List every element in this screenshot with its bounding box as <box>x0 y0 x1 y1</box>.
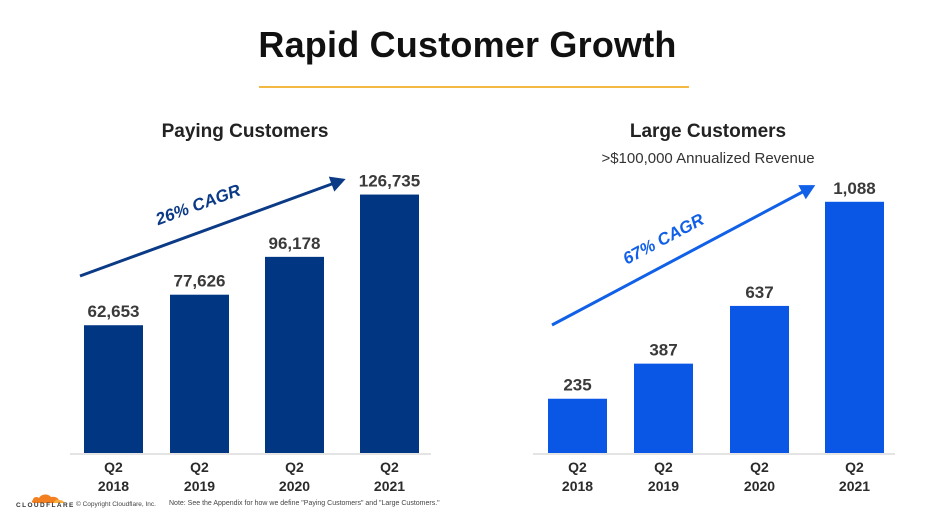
paying-bar-2 <box>265 256 324 453</box>
paying-customers-chart: 62,653 Q2 2018 77,626 Q2 2019 96,178 Q2 2020 126,… <box>70 172 431 494</box>
cloudflare-logo-text: CLOUDFLARE <box>16 502 75 509</box>
paying-customers-title: Paying Customers <box>161 121 329 142</box>
large-bar-2 <box>730 305 789 453</box>
large-tick-year-2: 2020 <box>744 478 775 494</box>
large-bar-0 <box>548 398 607 453</box>
paying-tick-year-2: 2020 <box>279 478 310 494</box>
large-trend-arrow <box>551 186 811 327</box>
paying-trend-arrowhead <box>328 176 346 192</box>
paying-trend-arrow <box>79 179 341 278</box>
paying-tick-year-3: 2021 <box>374 478 405 494</box>
paying-value-label-1: 77,626 <box>174 272 226 291</box>
large-bar-3 <box>825 201 884 453</box>
cloudflare-logo-icon <box>31 494 64 503</box>
large-tick-quarter-3: Q2 <box>845 459 864 475</box>
paying-bar-0 <box>84 325 143 453</box>
large-tick-quarter-2: Q2 <box>750 459 769 475</box>
paying-value-label-2: 96,178 <box>269 234 321 253</box>
large-trend-arrowhead <box>798 185 816 200</box>
large-tick-quarter-0: Q2 <box>568 459 587 475</box>
large-cagr-annotation: 67% CAGR <box>620 210 708 269</box>
paying-tick-quarter-3: Q2 <box>380 459 399 475</box>
large-bar-1 <box>634 363 693 453</box>
large-customers-chart: 235 Q2 2018 387 Q2 2019 637 Q2 2020 1,088 Q2 2021 67… <box>533 179 895 494</box>
large-value-label-2: 637 <box>745 283 773 302</box>
paying-tick-year-0: 2018 <box>98 478 129 494</box>
page-title: Rapid Customer Growth <box>258 24 677 65</box>
large-value-label-0: 235 <box>563 376 591 395</box>
copyright-text: © Copyright Cloudflare, Inc. <box>76 501 156 508</box>
paying-tick-year-1: 2019 <box>184 478 215 494</box>
paying-tick-quarter-1: Q2 <box>190 459 209 475</box>
large-customers-title: Large Customers <box>629 121 787 142</box>
large-value-label-3: 1,088 <box>833 179 876 198</box>
paying-tick-quarter-0: Q2 <box>104 459 123 475</box>
paying-bar-3 <box>360 194 419 453</box>
large-customers-subtitle: >$100,000 Annualized Revenue <box>601 150 815 167</box>
large-tick-year-0: 2018 <box>562 478 593 494</box>
large-tick-year-1: 2019 <box>648 478 679 494</box>
paying-value-label-0: 62,653 <box>88 302 140 321</box>
paying-tick-quarter-2: Q2 <box>285 459 304 475</box>
paying-bar-1 <box>170 294 229 453</box>
paying-value-label-3: 126,735 <box>359 172 420 191</box>
large-tick-quarter-1: Q2 <box>654 459 673 475</box>
title-underline <box>259 86 689 88</box>
large-value-label-1: 387 <box>649 341 677 360</box>
footnote: Note: See the Appendix for how we define… <box>169 500 440 507</box>
large-tick-year-3: 2021 <box>839 478 870 494</box>
